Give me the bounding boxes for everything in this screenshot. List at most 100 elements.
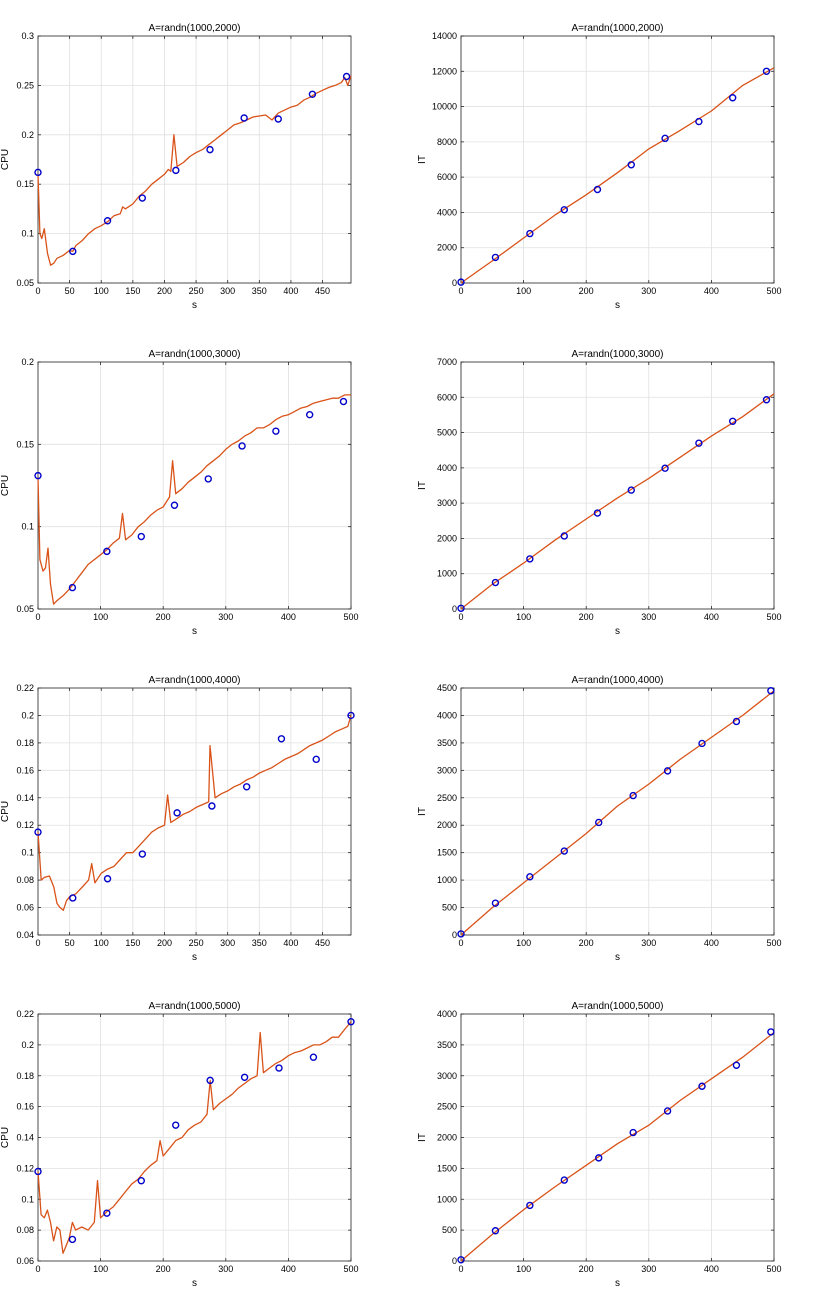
data-point-marker <box>242 783 251 791</box>
data-point-marker <box>762 67 771 75</box>
data-point-marker <box>627 161 635 169</box>
data-point-marker <box>103 875 112 883</box>
x-tick-label: 100 <box>516 1264 531 1274</box>
data-point-marker <box>312 755 320 764</box>
y-tick-label: 0.08 <box>16 875 34 885</box>
y-tick-label: 0.2 <box>21 1040 34 1050</box>
x-tick-label: 300 <box>220 938 235 948</box>
x-tick-label: 50 <box>65 286 75 296</box>
x-tick-label: 400 <box>704 286 719 296</box>
y-axis-label: IT <box>417 155 428 164</box>
y-tick-label: 500 <box>442 903 457 913</box>
y-tick-label: 12000 <box>432 66 457 76</box>
data-point-marker <box>170 501 179 509</box>
data-point-marker <box>698 1082 706 1090</box>
series-line <box>460 1031 775 1262</box>
x-axis-label: s <box>192 300 197 311</box>
x-tick-label: 200 <box>157 938 172 948</box>
x-tick-label: 100 <box>93 1264 108 1274</box>
x-tick-label: 400 <box>704 612 719 622</box>
data-point-marker <box>663 1107 672 1115</box>
data-point-marker <box>728 94 737 102</box>
y-tick-label: 0.12 <box>16 820 34 830</box>
data-point-marker <box>173 809 181 817</box>
y-tick-label: 4000 <box>437 463 457 473</box>
x-tick-label: 200 <box>579 1264 594 1274</box>
x-tick-label: 400 <box>281 1264 296 1274</box>
y-tick-label: 2000 <box>437 820 457 830</box>
data-point-marker <box>206 1076 214 1085</box>
series-line <box>460 393 775 610</box>
chart-title: A=randn(1000,5000) <box>148 1001 240 1012</box>
y-tick-label: 0.22 <box>16 683 34 693</box>
x-tick-label: 0 <box>35 612 40 622</box>
data-point-marker <box>526 229 534 238</box>
y-tick-label: 0.2 <box>21 357 34 367</box>
data-point-marker <box>526 873 534 881</box>
x-tick-label: 200 <box>157 286 172 296</box>
y-tick-label: 0.1 <box>21 1194 34 1204</box>
y-tick-label: 2500 <box>437 1102 457 1112</box>
data-point-marker <box>595 1154 603 1162</box>
data-point-marker <box>34 1167 42 1176</box>
y-tick-label: 0.2 <box>21 710 34 720</box>
x-tick-label: 0 <box>35 1264 40 1274</box>
y-tick-label: 3500 <box>437 1040 457 1050</box>
x-tick-label: 300 <box>220 286 235 296</box>
y-tick-label: 0.1 <box>21 229 34 239</box>
data-point-marker <box>103 547 111 556</box>
data-point-marker <box>138 194 147 202</box>
x-tick-label: 150 <box>125 938 140 948</box>
subplot-1: 0 50 100 150 200 250 300 350 400 450 0.05 0.1 0.15 0.… <box>0 23 352 311</box>
y-tick-label: 3000 <box>437 498 457 508</box>
x-tick-label: 300 <box>641 1264 656 1274</box>
x-tick-label: 400 <box>704 1264 719 1274</box>
y-tick-label: 4500 <box>437 683 457 693</box>
x-tick-label: 200 <box>156 612 171 622</box>
series-line <box>460 67 775 284</box>
data-point-marker <box>309 1053 318 1061</box>
x-tick-label: 100 <box>94 938 109 948</box>
x-tick-label: 0 <box>35 286 40 296</box>
x-tick-label: 250 <box>189 286 204 296</box>
y-tick-label: 0.12 <box>16 1163 34 1173</box>
x-tick-label: 200 <box>156 1264 171 1274</box>
data-point-marker <box>347 711 355 720</box>
y-axis-label: IT <box>417 807 428 816</box>
y-tick-label: 2000 <box>437 1133 457 1143</box>
x-axis-label: s <box>615 626 620 637</box>
x-tick-label: 300 <box>218 1264 233 1274</box>
x-tick-label: 100 <box>94 286 109 296</box>
y-tick-label: 7000 <box>437 357 457 367</box>
y-tick-label: 0 <box>452 930 457 940</box>
y-tick-label: 0.25 <box>16 80 34 90</box>
y-axis-label: CPU <box>0 475 11 496</box>
data-point-marker <box>560 1176 568 1184</box>
x-tick-label: 500 <box>343 612 358 622</box>
y-tick-label: 3500 <box>437 738 457 748</box>
y-tick-label: 0.3 <box>21 31 34 41</box>
y-tick-label: 0.2 <box>21 130 34 140</box>
y-tick-label: 14000 <box>432 31 457 41</box>
chart-title: A=randn(1000,3000) <box>571 349 663 360</box>
data-point-marker <box>560 206 568 214</box>
y-tick-label: 1000 <box>437 875 457 885</box>
data-point-marker <box>272 427 280 435</box>
data-point-marker <box>491 1227 500 1235</box>
y-tick-label: 0.1 <box>21 848 34 858</box>
x-tick-label: 100 <box>516 612 531 622</box>
y-tick-label: 6000 <box>437 172 457 182</box>
data-point-marker <box>34 168 42 177</box>
y-axis-label: CPU <box>0 149 11 170</box>
data-point-marker <box>347 1018 355 1026</box>
subplot-3: 0 100 200 300 400 500 0.05 0.1 0.15 0.2 A=randn(10… <box>0 349 359 637</box>
data-point-marker <box>661 134 669 143</box>
y-tick-label: 0.18 <box>16 1071 34 1081</box>
x-tick-label: 500 <box>766 1264 781 1274</box>
y-tick-label: 0 <box>452 1256 457 1266</box>
x-axis-label: s <box>192 626 197 637</box>
x-axis-label: s <box>615 300 620 311</box>
data-point-marker <box>457 278 465 286</box>
y-tick-label: 2000 <box>437 243 457 253</box>
data-point-marker <box>34 471 42 480</box>
